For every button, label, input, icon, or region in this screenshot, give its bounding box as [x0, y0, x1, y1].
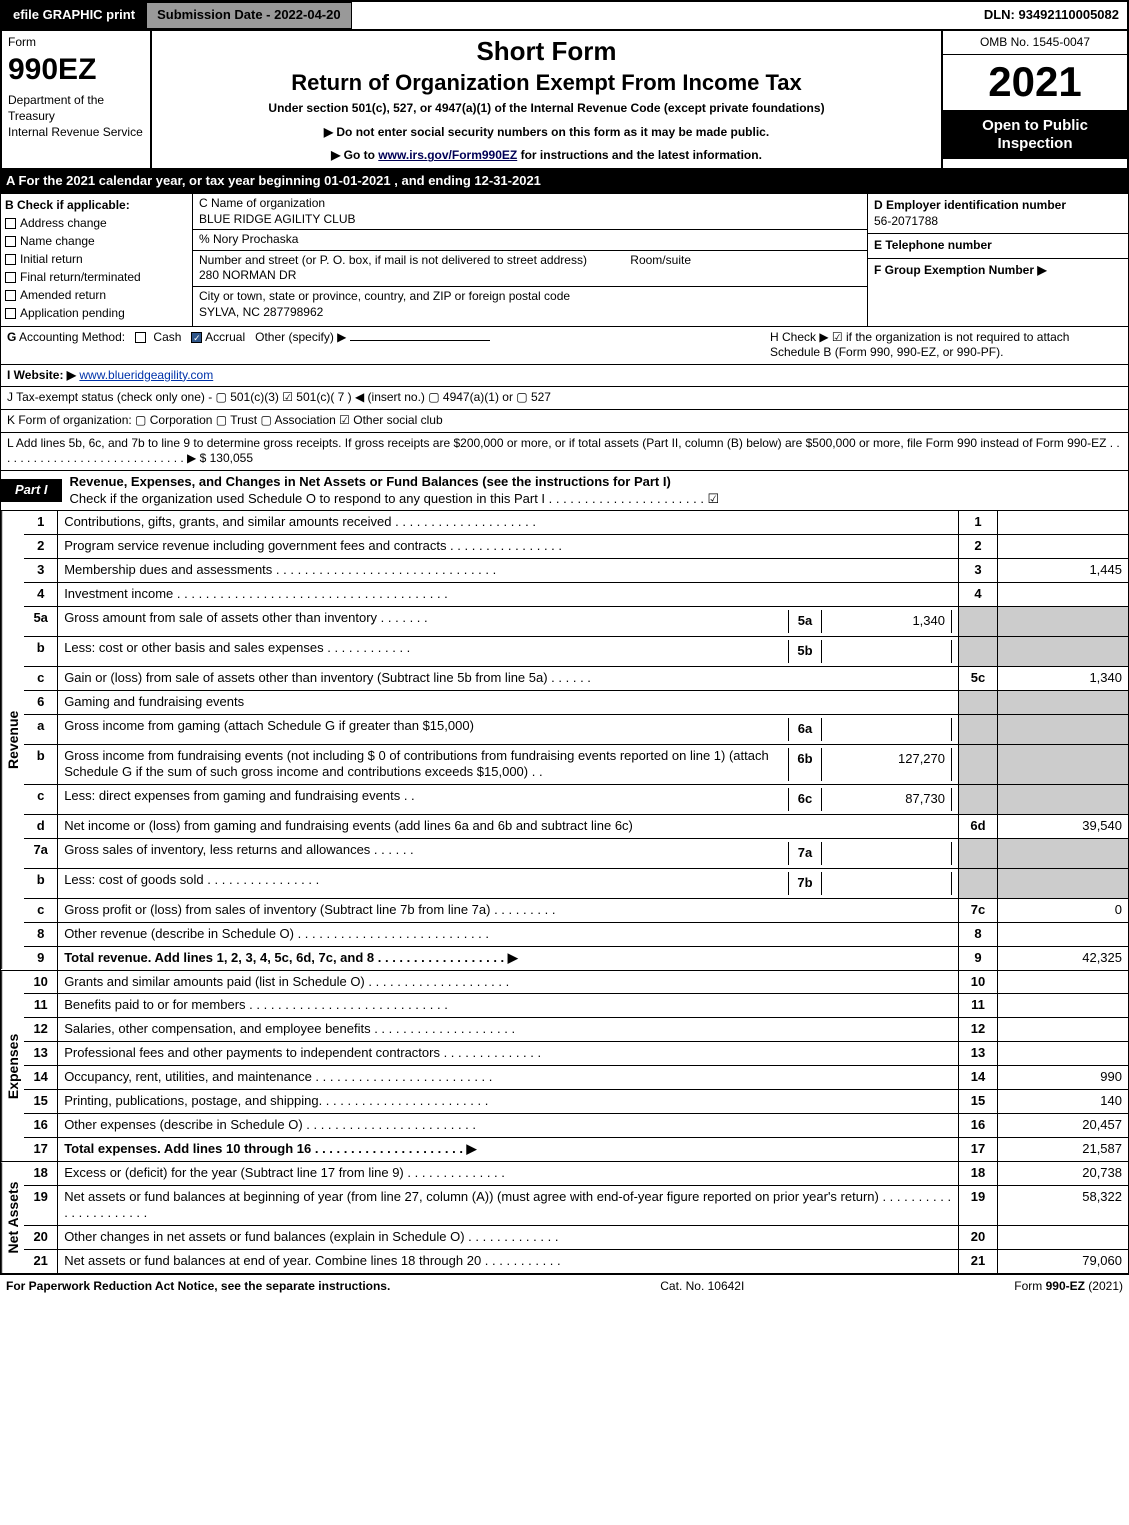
open-to-public: Open to Public Inspection [943, 111, 1127, 159]
line-17: 17 Total expenses. Add lines 10 through … [24, 1138, 1128, 1161]
box-c-careof: % Nory Prochaska [193, 230, 867, 251]
line-c: c Gross profit or (loss) from sales of i… [24, 899, 1128, 923]
line-a: a Gross income from gaming (attach Sched… [24, 715, 1128, 745]
form-title-box: Short Form Return of Organization Exempt… [152, 31, 943, 168]
website-link[interactable]: www.blueridgeagility.com [79, 368, 213, 382]
ein: 56-2071788 [874, 214, 1122, 230]
tax-year: 2021 [943, 55, 1127, 111]
box-c-street: Number and street (or P. O. box, if mail… [193, 251, 867, 287]
line-16: 16 Other expenses (describe in Schedule … [24, 1114, 1128, 1138]
chk-final-return[interactable]: Final return/terminated [5, 268, 188, 286]
line-20: 20 Other changes in net assets or fund b… [24, 1226, 1128, 1250]
org-city: SYLVA, NC 287798962 [199, 305, 323, 319]
part-i-title: Revenue, Expenses, and Changes in Net As… [62, 471, 1128, 511]
line-19: 19 Net assets or fund balances at beginn… [24, 1186, 1128, 1227]
expenses-section: Expenses 10 Grants and similar amounts p… [0, 971, 1129, 1162]
dept-treasury: Department of the Treasury Internal Reve… [8, 93, 144, 140]
gross-receipts-amt: 130,055 [210, 451, 253, 465]
line-3: 3 Membership dues and assessments . . . … [24, 559, 1128, 583]
line-c: c Less: direct expenses from gaming and … [24, 785, 1128, 815]
box-e: E Telephone number [868, 234, 1128, 259]
line-9: 9 Total revenue. Add lines 1, 2, 3, 4, 5… [24, 947, 1128, 970]
header-left: efile GRAPHIC print Submission Date - 20… [2, 2, 352, 29]
line-7a: 7a Gross sales of inventory, less return… [24, 839, 1128, 869]
row-k: K Form of organization: ▢ Corporation ▢ … [0, 410, 1129, 433]
row-i: I Website: ▶ www.blueridgeagility.com [0, 365, 1129, 388]
line-4: 4 Investment income . . . . . . . . . . … [24, 583, 1128, 607]
line-d: d Net income or (loss) from gaming and f… [24, 815, 1128, 839]
box-d: D Employer identification number 56-2071… [868, 194, 1128, 234]
chk-initial-return[interactable]: Initial return [5, 250, 188, 268]
org-street: 280 NORMAN DR [199, 268, 296, 282]
form-word: Form [8, 35, 144, 51]
line-5a: 5a Gross amount from sale of assets othe… [24, 607, 1128, 637]
line-13: 13 Professional fees and other payments … [24, 1042, 1128, 1066]
expenses-label: Expenses [1, 971, 24, 1161]
header-bar: efile GRAPHIC print Submission Date - 20… [0, 0, 1129, 31]
row-l: L Add lines 5b, 6c, and 7b to line 9 to … [0, 433, 1129, 471]
cat-no: Cat. No. 10642I [660, 1279, 744, 1295]
line-c: c Gain or (loss) from sale of assets oth… [24, 667, 1128, 691]
row-g-h: G Accounting Method: Cash ✓ Accrual Othe… [0, 327, 1129, 365]
line-1: 1 Contributions, gifts, grants, and simi… [24, 511, 1128, 535]
line-18: 18 Excess or (deficit) for the year (Sub… [24, 1162, 1128, 1186]
chk-application-pending[interactable]: Application pending [5, 304, 188, 322]
box-f: F Group Exemption Number ▶ [868, 259, 1128, 283]
line-8: 8 Other revenue (describe in Schedule O)… [24, 923, 1128, 947]
line-10: 10 Grants and similar amounts paid (list… [24, 971, 1128, 995]
box-c-city: City or town, state or province, country… [193, 287, 867, 322]
line-b: b Less: cost or other basis and sales ex… [24, 637, 1128, 667]
form-header-block: Form 990EZ Department of the Treasury In… [0, 31, 1129, 170]
line-11: 11 Benefits paid to or for members . . .… [24, 994, 1128, 1018]
box-d-e-f: D Employer identification number 56-2071… [868, 194, 1128, 326]
instr-line-2: ▶ Go to www.irs.gov/Form990EZ for instru… [160, 148, 933, 164]
net-assets-section: Net Assets 18 Excess or (deficit) for th… [0, 1162, 1129, 1274]
org-name: BLUE RIDGE AGILITY CLUB [199, 212, 356, 226]
chk-amended-return[interactable]: Amended return [5, 286, 188, 304]
paperwork-notice: For Paperwork Reduction Act Notice, see … [6, 1279, 390, 1295]
line-2: 2 Program service revenue including gove… [24, 535, 1128, 559]
chk-name-change[interactable]: Name change [5, 232, 188, 250]
part-i-badge: Part I [1, 479, 62, 502]
line-14: 14 Occupancy, rent, utilities, and maint… [24, 1066, 1128, 1090]
short-form-title: Short Form [160, 35, 933, 69]
revenue-label: Revenue [1, 511, 24, 969]
row-g: G Accounting Method: Cash ✓ Accrual Othe… [7, 330, 762, 361]
omb-number: OMB No. 1545-0047 [943, 31, 1127, 56]
efile-button[interactable]: efile GRAPHIC print [2, 2, 146, 29]
row-a-calendar-year: A For the 2021 calendar year, or tax yea… [0, 170, 1129, 193]
row-j: J Tax-exempt status (check only one) - ▢… [0, 387, 1129, 410]
box-c: C Name of organization BLUE RIDGE AGILIT… [193, 194, 868, 326]
row-h: H Check ▶ ☑ if the organization is not r… [762, 330, 1122, 361]
line-21: 21 Net assets or fund balances at end of… [24, 1250, 1128, 1273]
form-number: 990EZ [8, 50, 144, 89]
line-b: b Less: cost of goods sold . . . . . . .… [24, 869, 1128, 899]
goto-prefix: ▶ Go to [331, 148, 378, 162]
footer: For Paperwork Reduction Act Notice, see … [0, 1274, 1129, 1299]
form-ref: Form 990-EZ (2021) [1014, 1279, 1123, 1295]
irs-link[interactable]: www.irs.gov/Form990EZ [378, 148, 517, 162]
chk-address-change[interactable]: Address change [5, 214, 188, 232]
dln: DLN: 93492110005082 [984, 7, 1127, 24]
instr-line-1: ▶ Do not enter social security numbers o… [160, 125, 933, 141]
revenue-section: Revenue 1 Contributions, gifts, grants, … [0, 511, 1129, 970]
under-section: Under section 501(c), 527, or 4947(a)(1)… [160, 101, 933, 117]
box-c-name: C Name of organization BLUE RIDGE AGILIT… [193, 194, 867, 230]
part-i-header: Part I Revenue, Expenses, and Changes in… [0, 471, 1129, 512]
part-i-check-o: Check if the organization used Schedule … [70, 491, 720, 506]
org-info-block: B Check if applicable: Address change Na… [0, 193, 1129, 327]
submission-date-button[interactable]: Submission Date - 2022-04-20 [146, 2, 352, 29]
box-b-heading: B Check if applicable: [5, 198, 188, 214]
form-number-box: Form 990EZ Department of the Treasury In… [2, 31, 152, 168]
form-meta-box: OMB No. 1545-0047 2021 Open to Public In… [943, 31, 1127, 168]
net-assets-label: Net Assets [1, 1162, 24, 1273]
line-12: 12 Salaries, other compensation, and emp… [24, 1018, 1128, 1042]
goto-suffix: for instructions and the latest informat… [521, 148, 762, 162]
line-6: 6 Gaming and fundraising events [24, 691, 1128, 715]
return-title: Return of Organization Exempt From Incom… [160, 69, 933, 98]
line-b: b Gross income from fundraising events (… [24, 745, 1128, 786]
box-b: B Check if applicable: Address change Na… [1, 194, 193, 326]
line-15: 15 Printing, publications, postage, and … [24, 1090, 1128, 1114]
